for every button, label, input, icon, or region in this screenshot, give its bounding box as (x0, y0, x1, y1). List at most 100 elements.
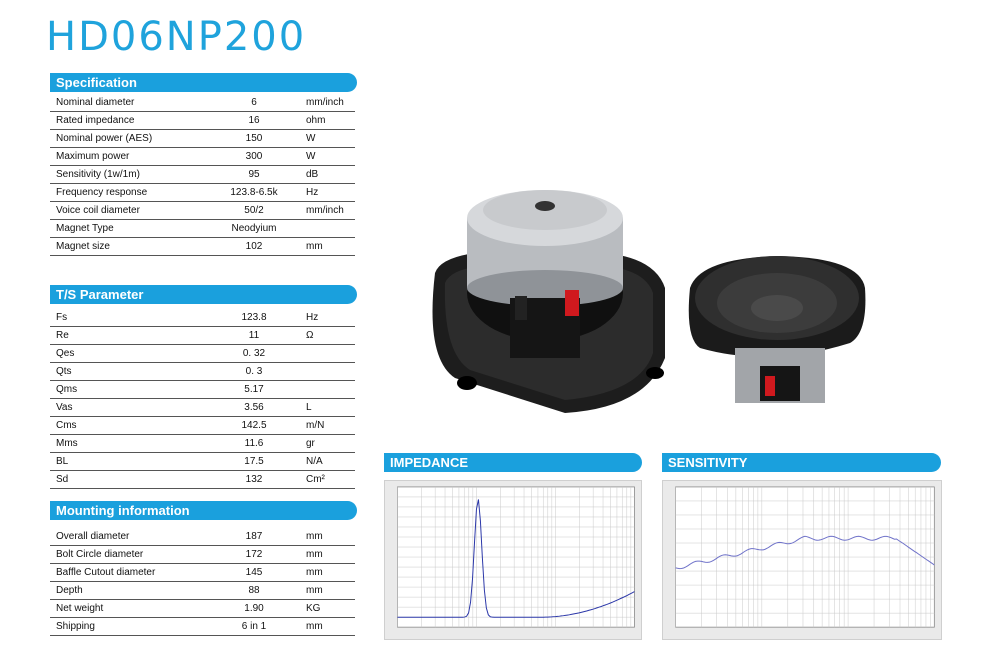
mount-unit: mm (306, 549, 323, 560)
ts-row: Qts 0. 3 (50, 363, 355, 381)
ts-row: Qms 5.17 (50, 381, 355, 399)
ts-value: 142.5 (241, 420, 267, 431)
spec-label: Magnet Type (56, 223, 114, 234)
spec-unit: mm/inch (306, 205, 344, 216)
mount-row: Baffle Cutout diameter 145 mm (50, 564, 355, 582)
spec-value: 300 (245, 151, 263, 162)
mount-unit: mm (306, 531, 323, 542)
mount-row: Bolt Circle diameter 172 mm (50, 546, 355, 564)
ts-row: Cms 142.5 m/N (50, 417, 355, 435)
mount-row: Shipping 6 in 1 mm (50, 618, 355, 636)
specification-table: Nominal diameter 6 mm/inch Rated impedance 1… (50, 94, 355, 256)
sensitivity-graph (662, 480, 942, 640)
spec-row: Magnet size 102 mm (50, 238, 355, 256)
ts-label: Vas (56, 402, 73, 413)
ts-parameter-heading: T/S Parameter (50, 285, 357, 304)
ts-row: Fs 123.8 Hz (50, 309, 355, 327)
ts-value: 132 (245, 474, 263, 485)
mount-row: Overall diameter 187 mm (50, 528, 355, 546)
sensitivity-heading: SENSITIVITY (662, 453, 941, 472)
mount-unit: KG (306, 603, 321, 614)
mount-row: Depth 88 mm (50, 582, 355, 600)
mount-value: 172 (245, 549, 263, 560)
ts-label: Qts (56, 366, 72, 377)
spec-value: Neodyium (231, 223, 277, 234)
spec-value: 6 (251, 97, 257, 108)
ts-value: 3.56 (244, 402, 264, 413)
impedance-graph (384, 480, 642, 640)
mount-value: 145 (245, 567, 263, 578)
mount-label: Shipping (56, 621, 95, 632)
spec-unit: ohm (306, 115, 326, 126)
speaker-rear-image (432, 190, 665, 413)
ts-unit: N/A (306, 456, 323, 467)
mount-unit: mm (306, 567, 323, 578)
spec-row: Nominal power (AES) 150 W (50, 130, 355, 148)
mount-label: Baffle Cutout diameter (56, 567, 156, 578)
ts-row: Qes 0. 32 (50, 345, 355, 363)
ts-row: Sd 132 Cm² (50, 471, 355, 489)
ts-label: BL (56, 456, 69, 467)
spec-unit: mm/inch (306, 97, 344, 108)
ts-label: Cms (56, 420, 77, 431)
mount-value: 1.90 (244, 603, 264, 614)
spec-unit: Hz (306, 187, 319, 198)
spec-unit: dB (306, 169, 319, 180)
spec-value: 50/2 (244, 205, 264, 216)
ts-unit: Hz (306, 312, 319, 323)
spec-row: Frequency response 123.8-6.5k Hz (50, 184, 355, 202)
mount-label: Depth (56, 585, 83, 596)
mount-value: 6 in 1 (241, 621, 267, 632)
spec-value: 95 (248, 169, 260, 180)
spec-value: 16 (248, 115, 260, 126)
mount-unit: mm (306, 621, 323, 632)
mount-value: 187 (245, 531, 263, 542)
spec-label: Sensitivity (1w/1m) (56, 169, 140, 180)
ts-row: BL 17.5 N/A (50, 453, 355, 471)
ts-row: Mms 11.6 gr (50, 435, 355, 453)
mount-value: 88 (248, 585, 260, 596)
spec-row: Rated impedance 16 ohm (50, 112, 355, 130)
mount-label: Net weight (56, 603, 104, 614)
speaker-front-image (688, 256, 866, 403)
page-title: HD06NP200 (46, 14, 307, 60)
specification-heading: Specification (50, 73, 357, 92)
spec-unit: W (306, 151, 316, 162)
spec-value: 123.8-6.5k (230, 187, 278, 198)
spec-label: Maximum power (56, 151, 130, 162)
spec-label: Nominal diameter (56, 97, 135, 108)
spec-value: 150 (245, 133, 263, 144)
ts-value: 0. 32 (242, 348, 266, 359)
mounting-table: Overall diameter 187 mm Bolt Circle diamete… (50, 528, 355, 636)
mounting-heading: Mounting information (50, 501, 357, 520)
ts-value: 17.5 (244, 456, 264, 467)
ts-row: Vas 3.56 L (50, 399, 355, 417)
mount-row: Net weight 1.90 KG (50, 600, 355, 618)
spec-label: Nominal power (AES) (56, 133, 153, 144)
ts-value: 5.17 (244, 384, 264, 395)
ts-label: Qms (56, 384, 78, 395)
spec-row: Nominal diameter 6 mm/inch (50, 94, 355, 112)
spec-row: Sensitivity (1w/1m) 95 dB (50, 166, 355, 184)
ts-parameter-table: Fs 123.8 Hz Re 11 Ω Qes 0. 32 Qts 0. 3 Qms 5.17 Vas 3… (50, 309, 355, 489)
ts-label: Qes (56, 348, 75, 359)
ts-label: Re (56, 330, 69, 341)
spec-row: Maximum power 300 W (50, 148, 355, 166)
spec-value: 102 (245, 241, 263, 252)
spec-row: Magnet Type Neodyium (50, 220, 355, 238)
spec-row: Voice coil diameter 50/2 mm/inch (50, 202, 355, 220)
ts-unit: Cm² (306, 474, 325, 485)
spec-unit: W (306, 133, 316, 144)
ts-value: 123.8 (241, 312, 267, 323)
spec-label: Rated impedance (56, 115, 135, 126)
ts-row: Re 11 Ω (50, 327, 355, 345)
spec-label: Voice coil diameter (56, 205, 140, 216)
ts-value: 0. 3 (245, 366, 263, 377)
ts-unit: Ω (306, 330, 314, 341)
ts-unit: L (306, 402, 312, 413)
ts-label: Sd (56, 474, 69, 485)
spec-label: Magnet size (56, 241, 110, 252)
ts-label: Fs (56, 312, 68, 323)
ts-value: 11 (248, 330, 260, 341)
ts-value: 11.6 (244, 438, 264, 449)
